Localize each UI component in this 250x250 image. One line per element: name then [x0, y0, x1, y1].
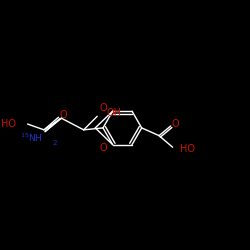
Text: O: O: [60, 110, 67, 120]
Text: O: O: [99, 103, 107, 113]
Text: 2: 2: [53, 140, 57, 145]
Text: HO: HO: [1, 119, 16, 129]
Text: $^{15}$NH: $^{15}$NH: [20, 131, 43, 144]
Text: HO: HO: [180, 144, 195, 154]
Text: OH: OH: [107, 108, 122, 118]
Text: O: O: [99, 142, 107, 152]
Text: O: O: [172, 119, 179, 129]
